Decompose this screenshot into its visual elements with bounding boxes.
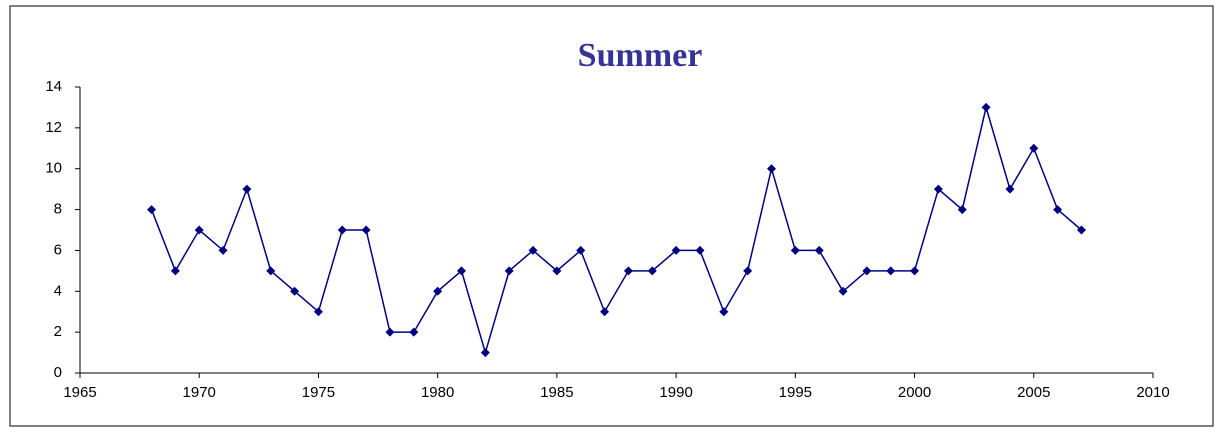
- y-tick-label: 6: [54, 241, 62, 258]
- y-tick-label: 14: [45, 78, 62, 95]
- chart-title: Summer: [578, 37, 703, 74]
- data-point: [194, 225, 204, 235]
- y-tick-label: 0: [54, 364, 62, 381]
- chart-frame: [9, 5, 1214, 427]
- data-point: [1053, 205, 1063, 215]
- data-point: [409, 327, 419, 337]
- y-tick-label: 12: [45, 119, 62, 136]
- data-point: [313, 307, 323, 317]
- data-point: [290, 286, 300, 296]
- x-tick-label: 2000: [898, 384, 931, 401]
- y-tick-label: 10: [45, 160, 62, 177]
- data-point: [814, 245, 824, 255]
- x-tick-label: 2005: [1017, 384, 1050, 401]
- data-point: [528, 245, 538, 255]
- data-point: [695, 245, 705, 255]
- x-tick-label: 1975: [302, 384, 335, 401]
- data-point: [838, 286, 848, 296]
- series-line: [150, 104, 1082, 356]
- data-point: [1029, 143, 1039, 153]
- x-tick-label: 1995: [779, 384, 812, 401]
- data-point: [576, 245, 586, 255]
- x-tick-label: 1985: [540, 384, 573, 401]
- data-point: [504, 266, 514, 276]
- data-point: [552, 266, 562, 276]
- data-point: [671, 245, 681, 255]
- data-point: [266, 266, 276, 276]
- x-tick-label: 1970: [183, 384, 216, 401]
- data-point: [933, 184, 943, 194]
- data-point: [457, 266, 467, 276]
- data-point: [385, 327, 395, 337]
- data-point: [600, 307, 610, 317]
- x-tick-label: 1965: [63, 384, 96, 401]
- data-point: [886, 266, 896, 276]
- data-point: [337, 225, 347, 235]
- data-point: [957, 205, 967, 215]
- data-point: [1005, 184, 1015, 194]
- data-point: [862, 266, 872, 276]
- x-tick-label: 1990: [659, 384, 692, 401]
- data-point: [433, 286, 443, 296]
- data-point: [242, 184, 252, 194]
- data-point: [361, 225, 371, 235]
- data-point: [623, 266, 633, 276]
- data-point: [910, 266, 920, 276]
- data-point: [719, 307, 729, 317]
- y-tick-label: 4: [54, 282, 62, 299]
- data-point: [170, 266, 180, 276]
- data-point: [981, 102, 991, 112]
- data-point: [147, 205, 157, 215]
- data-point: [766, 164, 776, 174]
- data-point: [790, 245, 800, 255]
- data-point: [480, 348, 490, 358]
- data-point: [743, 266, 753, 276]
- x-tick-label: 1980: [421, 384, 454, 401]
- data-point: [1076, 225, 1086, 235]
- x-tick-label: 2010: [1136, 384, 1169, 401]
- y-tick-label: 8: [54, 201, 62, 218]
- data-point: [218, 245, 228, 255]
- data-point: [647, 266, 657, 276]
- y-tick-label: 2: [54, 323, 62, 340]
